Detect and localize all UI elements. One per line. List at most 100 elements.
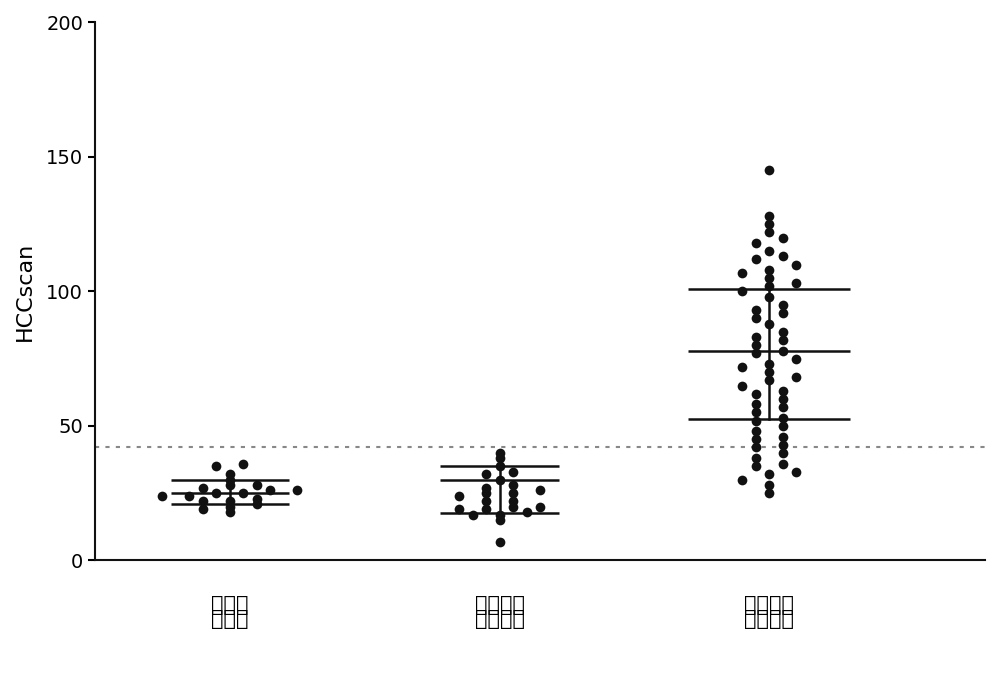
- Point: [748, 388, 764, 399]
- Point: [761, 375, 777, 385]
- Point: [734, 267, 750, 278]
- Point: [788, 466, 804, 477]
- Point: [478, 487, 494, 498]
- Point: [775, 420, 791, 431]
- Point: [761, 359, 777, 370]
- Point: [788, 278, 804, 289]
- Point: [249, 493, 265, 504]
- Point: [761, 487, 777, 498]
- Point: [451, 490, 467, 501]
- Point: [492, 475, 508, 485]
- Point: [478, 496, 494, 506]
- Point: [761, 291, 777, 302]
- Point: [208, 487, 224, 498]
- Point: [775, 335, 791, 345]
- Point: [748, 305, 764, 316]
- Point: [761, 281, 777, 291]
- Point: [492, 448, 508, 458]
- Point: [222, 475, 238, 485]
- Point: [195, 483, 211, 493]
- Point: [748, 399, 764, 410]
- Point: [451, 504, 467, 514]
- Point: [748, 434, 764, 445]
- Point: [492, 461, 508, 472]
- Point: [289, 485, 305, 496]
- Point: [775, 448, 791, 458]
- Point: [222, 506, 238, 517]
- Point: [492, 514, 508, 525]
- Point: [478, 504, 494, 514]
- Point: [505, 501, 521, 512]
- Point: [748, 348, 764, 359]
- Point: [465, 509, 481, 520]
- Text: 肏癌患者: 肏癌患者: [744, 609, 794, 629]
- Point: [775, 327, 791, 337]
- Point: [748, 332, 764, 343]
- Point: [492, 453, 508, 464]
- Point: [235, 487, 251, 498]
- Point: [761, 272, 777, 283]
- Point: [748, 453, 764, 464]
- Point: [505, 466, 521, 477]
- Point: [775, 299, 791, 310]
- Point: [519, 506, 535, 517]
- Point: [748, 340, 764, 351]
- Point: [492, 536, 508, 547]
- Text: 肏癌患者: 肏癌患者: [744, 596, 794, 615]
- Point: [748, 254, 764, 264]
- Point: [249, 480, 265, 491]
- Point: [748, 442, 764, 453]
- Point: [249, 498, 265, 509]
- Point: [734, 475, 750, 485]
- Point: [208, 461, 224, 472]
- Text: 高危人群: 高危人群: [475, 596, 525, 615]
- Point: [788, 259, 804, 270]
- Point: [775, 308, 791, 318]
- Point: [748, 407, 764, 418]
- Point: [775, 439, 791, 450]
- Point: [478, 483, 494, 493]
- Point: [748, 237, 764, 248]
- Point: [788, 372, 804, 383]
- Point: [532, 501, 548, 512]
- Point: [761, 318, 777, 329]
- Point: [775, 385, 791, 396]
- Point: [761, 165, 777, 176]
- Point: [761, 480, 777, 491]
- Point: [235, 458, 251, 469]
- Point: [505, 496, 521, 506]
- Point: [734, 286, 750, 297]
- Point: [478, 469, 494, 480]
- Text: 高危人群: 高危人群: [475, 609, 525, 629]
- Point: [748, 426, 764, 437]
- Point: [775, 412, 791, 423]
- Point: [761, 469, 777, 480]
- Point: [775, 402, 791, 412]
- Point: [775, 345, 791, 356]
- Point: [775, 458, 791, 469]
- Point: [748, 313, 764, 324]
- Point: [761, 245, 777, 256]
- Point: [262, 485, 278, 496]
- Point: [761, 211, 777, 222]
- Point: [748, 461, 764, 472]
- Point: [748, 415, 764, 426]
- Text: 健康人: 健康人: [211, 609, 249, 629]
- Point: [734, 380, 750, 391]
- Point: [775, 393, 791, 404]
- Point: [505, 480, 521, 491]
- Point: [532, 485, 548, 496]
- Point: [761, 366, 777, 377]
- Point: [181, 490, 197, 501]
- Point: [492, 509, 508, 520]
- Point: [222, 496, 238, 506]
- Point: [222, 469, 238, 480]
- Point: [761, 219, 777, 230]
- Point: [761, 264, 777, 275]
- Point: [195, 504, 211, 514]
- Point: [775, 431, 791, 442]
- Point: [154, 490, 170, 501]
- Point: [775, 251, 791, 262]
- Point: [222, 480, 238, 491]
- Point: [195, 496, 211, 506]
